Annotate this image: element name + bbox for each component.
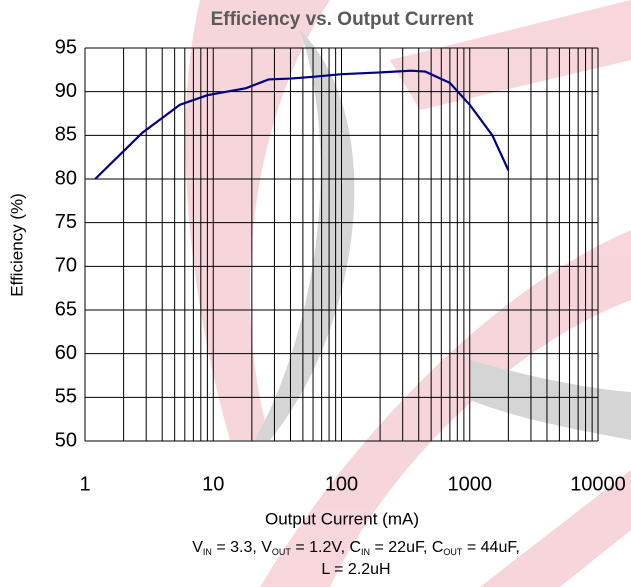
y-tick-label: 85 (55, 124, 77, 146)
caption-subscript: OUT (443, 547, 463, 557)
caption-subscript: IN (203, 547, 212, 557)
caption-text: = 22uF, C (370, 539, 443, 556)
caption-subscript: OUT (272, 547, 292, 557)
x-tick-label: 1000 (448, 473, 493, 495)
y-axis-label: Efficiency (%) (7, 193, 26, 297)
y-tick-label: 75 (55, 211, 77, 233)
x-tick-label: 10 (202, 473, 224, 495)
y-tick-label: 55 (55, 386, 77, 408)
y-tick-label: 90 (55, 80, 77, 102)
y-tick-label: 60 (55, 342, 77, 364)
y-tick-label: 50 (55, 429, 77, 451)
x-tick-label: 1 (79, 473, 90, 495)
chart-title: Efficiency vs. Output Current (211, 9, 475, 30)
caption-text: V (192, 539, 203, 556)
x-tick-label: 100 (325, 473, 358, 495)
x-axis-label: Output Current (mA) (265, 509, 419, 528)
y-tick-label: 65 (55, 298, 77, 320)
y-tick-label: 70 (55, 255, 77, 277)
caption-text: L = 2.2uH (321, 561, 390, 578)
caption-text: = 3.3, V (212, 539, 272, 556)
caption: VIN = 3.3, VOUT = 1.2V, CIN = 22uF, COUT… (192, 539, 520, 578)
caption-subscript: IN (361, 547, 370, 557)
caption-text: = 44uF, (462, 539, 519, 556)
caption-text: = 1.2V, C (291, 539, 361, 556)
chart: Efficiency vs. Output Current Output Cur… (0, 0, 631, 587)
y-tick-label: 95 (55, 36, 77, 58)
watermark (186, 0, 631, 587)
caption-line: L = 2.2uH (321, 561, 390, 578)
y-tick-label: 80 (55, 167, 77, 189)
caption-line: VIN = 3.3, VOUT = 1.2V, CIN = 22uF, COUT… (192, 539, 520, 557)
x-tick-label: 10000 (570, 473, 626, 495)
